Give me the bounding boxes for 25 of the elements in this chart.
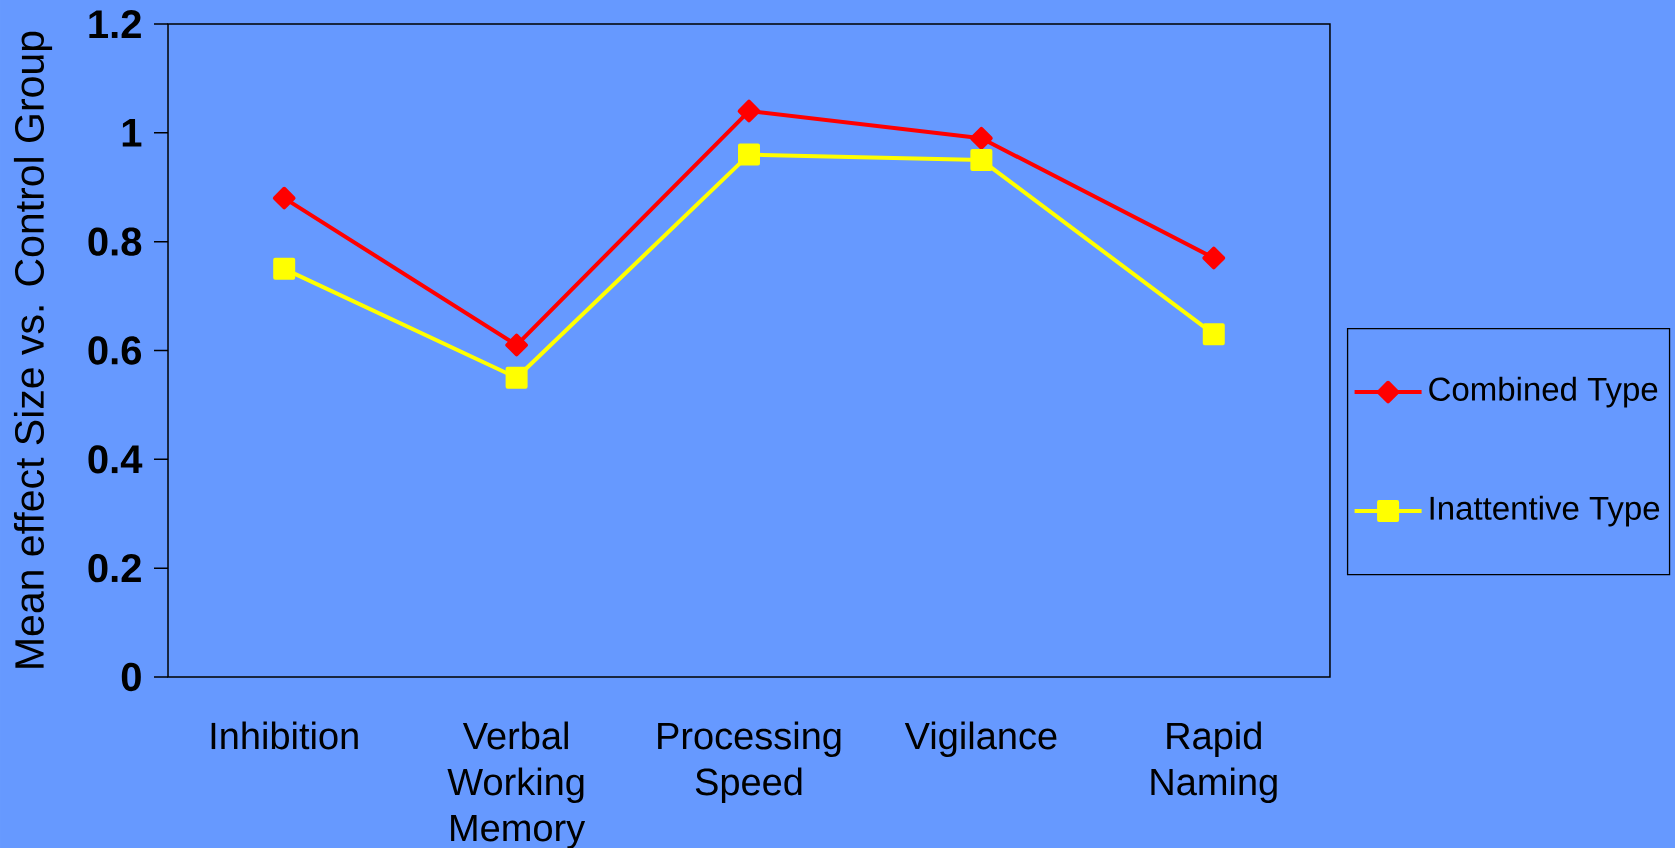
x-tick-label: Verbal Working Memory — [447, 721, 586, 848]
x-tick-label: Inhibition — [211, 721, 358, 750]
x-tick-label: Processing Speed — [658, 721, 841, 803]
point — [970, 149, 993, 172]
y-tick-label: 1 — [122, 119, 142, 147]
x-tick-label: Rapid Naming — [1151, 721, 1277, 803]
point — [1202, 323, 1225, 346]
y-tick-label: 0.8 — [88, 227, 142, 256]
legend-label: Combined Type — [1429, 376, 1658, 408]
point — [272, 186, 296, 210]
x-tick-label: Vigilance — [904, 721, 1057, 757]
y-tick-label: 0.2 — [88, 553, 141, 583]
point — [505, 366, 528, 389]
point — [970, 126, 993, 150]
point — [273, 257, 296, 280]
y-tick-label: 0 — [121, 662, 141, 692]
point — [737, 143, 760, 166]
y-tick-label: 0.6 — [88, 336, 142, 365]
point — [505, 333, 528, 357]
point — [737, 99, 761, 123]
y-tick-label: 1.2 — [89, 10, 141, 38]
point — [1202, 246, 1226, 270]
legend-label: Inattentive Type — [1430, 495, 1660, 527]
y-axis-title: Mean effect Size vs. Control Group — [13, 31, 53, 668]
y-tick-label: 0.4 — [88, 445, 143, 474]
